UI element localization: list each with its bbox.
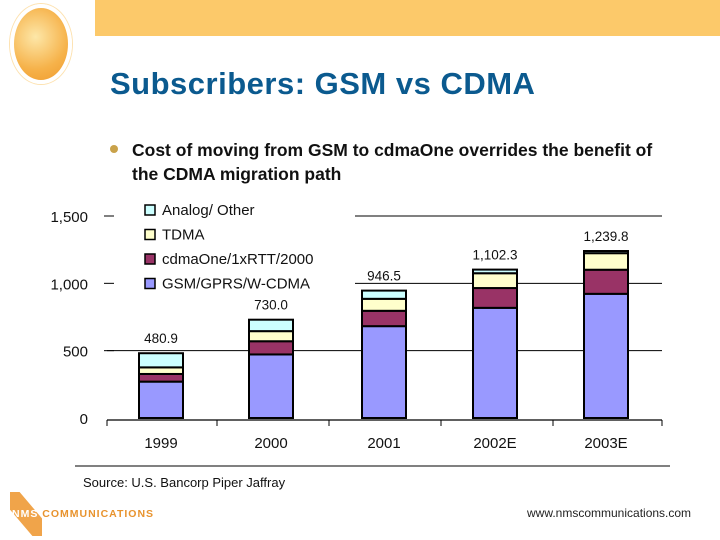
bar-segment — [472, 287, 518, 309]
bar-segment — [583, 268, 629, 295]
bar-segment — [138, 380, 184, 420]
legend-swatch — [144, 253, 156, 265]
bullet-icon — [110, 145, 118, 153]
bullet-text: Cost of moving from GSM to cdmaOne overr… — [132, 140, 653, 184]
bar-segment — [583, 252, 629, 271]
bar-segment — [361, 297, 407, 312]
bar-segment — [472, 268, 518, 275]
data-label: 946.5 — [367, 269, 401, 284]
legend-label: Analog/ Other — [162, 202, 255, 219]
bar-segment — [361, 325, 407, 419]
data-label: 1,102.3 — [472, 248, 517, 263]
bar-segment — [248, 353, 294, 420]
data-label: 1,239.8 — [583, 229, 628, 244]
legend-label: TDMA — [162, 227, 205, 244]
bar-segment — [583, 292, 629, 420]
legend-label: cdmaOne/1xRTT/2000 — [162, 251, 313, 268]
bar-segment — [138, 372, 184, 383]
y-tick-label: 500 — [63, 344, 88, 361]
bar-segment — [472, 272, 518, 290]
y-tick-label: 0 — [80, 411, 88, 428]
bar-segment — [248, 330, 294, 343]
data-label: 730.0 — [254, 298, 288, 313]
slide-title: Subscribers: GSM vs CDMA — [110, 66, 536, 101]
x-tick-label: 2002E — [473, 435, 516, 452]
legend-label: GSM/GPRS/W-CDMA — [162, 276, 310, 293]
nms-logo: NMS COMMUNICATIONS — [10, 492, 160, 536]
legend-swatch — [144, 277, 156, 290]
bar-segment — [248, 318, 294, 333]
data-label: 480.9 — [144, 331, 178, 346]
bar-segment — [361, 309, 407, 328]
x-tick-label: 1999 — [144, 435, 177, 452]
y-tick-label: 1,500 — [50, 209, 88, 226]
bar-segment — [248, 340, 294, 356]
globe-logo-icon — [10, 4, 72, 84]
x-tick-label: 2001 — [367, 435, 400, 452]
legend-swatch — [144, 204, 156, 216]
x-tick-label: 2000 — [254, 435, 287, 452]
footer-url: www.nmscommunications.com — [527, 506, 692, 520]
header-bar — [95, 0, 720, 36]
y-tick-label: 1,000 — [50, 276, 88, 293]
bar-segment — [138, 352, 184, 369]
bar-segment — [583, 250, 629, 255]
x-tick-label: 2003E — [584, 435, 627, 452]
bar-segment — [361, 289, 407, 300]
bar-segment — [472, 306, 518, 419]
source-note: Source: U.S. Bancorp Piper Jaffray — [83, 475, 286, 490]
legend-swatch — [144, 228, 156, 241]
